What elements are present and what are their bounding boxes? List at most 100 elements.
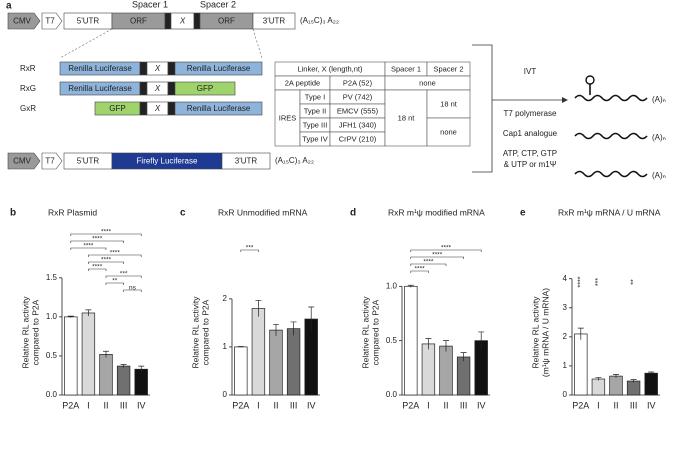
spacer-box: [139, 101, 148, 116]
y-tick-label: 0.5: [386, 336, 398, 345]
orf-label: ORF: [130, 17, 147, 26]
x-tick-label: II: [273, 400, 278, 410]
error-bar: [138, 365, 145, 373]
bar: [644, 372, 658, 396]
x-tick-label: II: [443, 400, 448, 410]
ivt-label: IVT: [524, 67, 537, 76]
reporter-right-label: GFP: [197, 84, 213, 93]
error-bar: [630, 379, 637, 383]
y-tick-label: 0.5: [46, 351, 58, 360]
y-tick-label: 0: [223, 390, 228, 399]
orf-label: ORF: [218, 17, 235, 26]
x-tick-label: P2A: [62, 400, 79, 410]
significance-bracket: [410, 263, 447, 266]
polya-tail: (A)ₙ: [652, 95, 666, 104]
error-bar: [407, 284, 414, 288]
t7-shape: [41, 12, 63, 30]
t7-shape: [41, 152, 63, 170]
y-tick-label: 0.0: [386, 390, 398, 399]
table-text: CrPV (210): [339, 134, 377, 143]
significance-label: ****: [578, 276, 585, 287]
bar: [134, 368, 148, 396]
y-axis-label: compared to P2A: [30, 299, 40, 365]
spacer-box: [164, 12, 172, 30]
error-bar: [308, 306, 315, 332]
bar: [456, 356, 471, 396]
error-bar: [425, 338, 432, 350]
error-bar: [595, 377, 602, 381]
polya: (A₁₅C)₃ A₂₂: [300, 16, 339, 25]
reporter-left-label: Renilla Luciferase: [68, 84, 132, 93]
significance-label: ****: [423, 259, 434, 266]
significance-bracket: [123, 289, 142, 292]
significance-label: ***: [120, 271, 128, 278]
bar: [81, 312, 96, 396]
spacer-box: [167, 81, 176, 96]
y-axis-label: Relative RL activity: [530, 296, 540, 369]
table-text: Spacer 1: [391, 64, 421, 73]
table-text: IRES: [279, 113, 297, 122]
significance-bracket: [105, 282, 124, 285]
error-bar: [443, 340, 449, 352]
significance-label: ****: [101, 257, 112, 264]
significance-label: ****: [415, 266, 426, 273]
x-tick-label: I: [427, 400, 430, 410]
mrna: [574, 132, 648, 140]
reporter-left-label: Renilla Luciferase: [68, 64, 132, 73]
significance-bracket: [410, 256, 464, 259]
reporter-name: RxG: [20, 84, 36, 93]
utr5-label: 5'UTR: [77, 17, 100, 26]
linker-label: X: [179, 17, 186, 26]
x-tick-label: IV: [307, 400, 316, 410]
spacer-box: [193, 12, 201, 30]
x-tick-label: II: [613, 400, 618, 410]
utr5-label: 5'UTR: [77, 157, 100, 166]
reporter-left-label: GFP: [109, 104, 125, 113]
spacer-box: [139, 61, 148, 76]
spacer-box: [139, 81, 148, 96]
error-bar: [290, 321, 297, 336]
table-text: Type I: [305, 92, 325, 101]
reporter-right-label: Renilla Luciferase: [187, 64, 251, 73]
error-bar: [120, 364, 127, 368]
y-axis-label: compared to P2A: [370, 299, 380, 365]
linker-label: X: [154, 64, 161, 73]
y-tick-label: 2: [223, 294, 228, 303]
significance-bracket: [70, 233, 142, 236]
bar: [251, 308, 266, 396]
spacer-label: Spacer 1: [132, 0, 168, 9]
utr3-label: 3'UTR: [235, 157, 258, 166]
ivt-item: Cap1 analogue: [503, 129, 558, 138]
significance-label: ****: [92, 236, 103, 243]
significance-bracket: [105, 275, 142, 278]
reporter-right-box: [174, 81, 236, 96]
chart-title: RxR m¹ψ mRNA / U mRNA: [558, 207, 661, 217]
reporter-name: RxR: [20, 64, 36, 73]
spacer-box: [167, 61, 176, 76]
x-tick-label: P2A: [232, 400, 249, 410]
bar: [269, 329, 283, 396]
x-tick-label: IV: [137, 400, 146, 410]
panel-letter: d: [350, 208, 356, 219]
y-tick-label: 1: [563, 361, 568, 370]
significance-label: **: [112, 278, 118, 285]
table-cell: [384, 89, 428, 147]
error-bar: [648, 371, 655, 375]
firefly-label: Firefly Luciferase: [137, 157, 198, 166]
bar: [609, 375, 623, 396]
panel-letter: c: [180, 208, 186, 219]
polya-tail: (A)ₙ: [652, 133, 666, 142]
ivt-item: & UTP or m1Ψ: [504, 160, 557, 169]
significance-bracket: [88, 254, 142, 257]
significance-label: ****: [92, 264, 103, 271]
significance-bracket: [240, 249, 259, 252]
chart-title: RxR Plasmid: [48, 207, 97, 217]
spacer-label: Spacer 2: [200, 0, 236, 9]
bracket: [472, 44, 493, 173]
x-tick-label: I: [597, 400, 600, 410]
y-tick-label: 3: [563, 303, 568, 312]
mrna: [574, 170, 648, 178]
ivt-item: T7 polymerase: [504, 109, 557, 118]
error-bar: [478, 331, 485, 350]
x-tick-label: I: [257, 400, 260, 410]
